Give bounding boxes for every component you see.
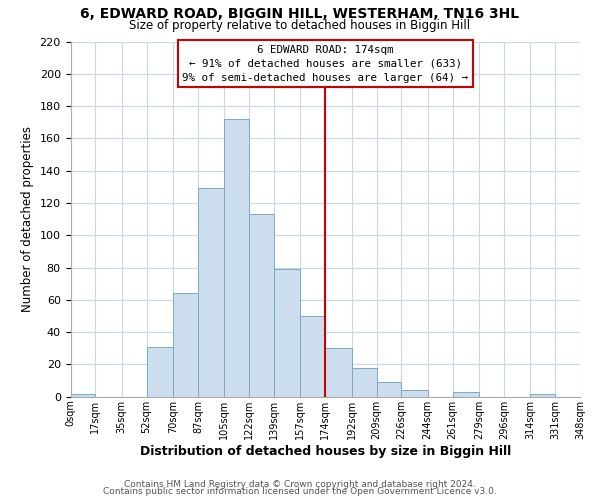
Bar	[401, 390, 428, 397]
Text: Contains HM Land Registry data © Crown copyright and database right 2024.: Contains HM Land Registry data © Crown c…	[124, 480, 476, 489]
Bar	[173, 294, 198, 397]
Bar	[274, 269, 301, 397]
Bar	[452, 392, 479, 397]
Bar	[249, 214, 274, 397]
Bar	[301, 316, 325, 397]
Text: Size of property relative to detached houses in Biggin Hill: Size of property relative to detached ho…	[130, 19, 470, 32]
Bar	[530, 394, 555, 397]
Bar	[325, 348, 352, 397]
Text: 6, EDWARD ROAD, BIGGIN HILL, WESTERHAM, TN16 3HL: 6, EDWARD ROAD, BIGGIN HILL, WESTERHAM, …	[80, 8, 520, 22]
Bar	[224, 119, 249, 397]
Y-axis label: Number of detached properties: Number of detached properties	[21, 126, 34, 312]
Bar	[71, 394, 95, 397]
Bar	[377, 382, 401, 397]
Bar	[198, 188, 224, 397]
Bar	[146, 346, 173, 397]
Bar	[352, 368, 377, 397]
Text: 6 EDWARD ROAD: 174sqm
← 91% of detached houses are smaller (633)
9% of semi-deta: 6 EDWARD ROAD: 174sqm ← 91% of detached …	[182, 44, 468, 82]
X-axis label: Distribution of detached houses by size in Biggin Hill: Distribution of detached houses by size …	[140, 444, 511, 458]
Text: Contains public sector information licensed under the Open Government Licence v3: Contains public sector information licen…	[103, 487, 497, 496]
